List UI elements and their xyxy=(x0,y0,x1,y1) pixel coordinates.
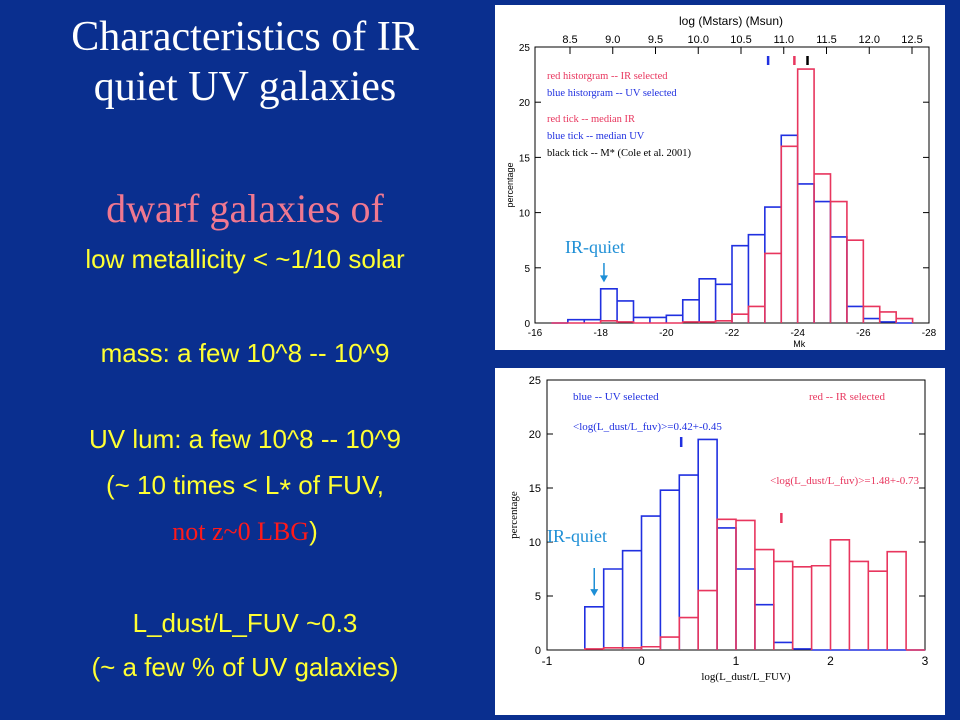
chart1-toptick-label: 10.0 xyxy=(688,34,709,46)
lstar-suffix: of FUV, xyxy=(291,470,385,500)
chart1-ytick-label: 20 xyxy=(519,98,531,109)
chart1-ir-quiet-arrow-head xyxy=(599,275,608,283)
chart1-xtick-label: -20 xyxy=(659,328,674,339)
chart1-ir-quiet-label: IR-quiet xyxy=(565,237,625,257)
chart1-xlabel: Mk xyxy=(793,339,805,349)
mk-histogram-panel: 0 5 10 15 20 25 -16 -18 -20 -22 -24 -26 -28 8.5 9.0 9.5… xyxy=(495,5,945,350)
chart1-toptick-label: 11.5 xyxy=(816,34,837,46)
chart1-ytick-label: 5 xyxy=(524,264,530,275)
chart2-xtick-label: -1 xyxy=(542,654,553,668)
chart1-legend-entry: red historgram -- IR selected xyxy=(547,71,668,82)
mk-histogram-chart: 0 5 10 15 20 25 -16 -18 -20 -22 -24 -26 -28 8.5 9.0 9.5… xyxy=(505,14,937,349)
chart1-toptick-label: 9.5 xyxy=(648,34,663,46)
title-line-1: Characteristics of IR xyxy=(71,14,419,60)
chart1-series-blue-bars xyxy=(551,134,913,324)
chart2-ytick-label: 20 xyxy=(529,429,541,441)
chart1-xtick-label: -26 xyxy=(856,328,871,339)
metallicity-text: low metallicity < ~1/10 solar xyxy=(85,244,405,274)
chart1-xtick-label: -28 xyxy=(922,328,937,339)
chart2-mean-label-blue: <log(L_dust/L_fuv)>=0.42+-0.45 xyxy=(573,421,722,433)
chart2-ytick-label: 5 xyxy=(535,591,541,603)
chart2-series-red-bars xyxy=(584,518,925,651)
chart1-toptick-label: 8.5 xyxy=(562,34,577,46)
chart1-ytick-label: 25 xyxy=(519,43,531,54)
chart1-ytick-label: 0 xyxy=(524,319,530,330)
chart1-xtick-label: -24 xyxy=(790,328,805,339)
chart1-top-axis-label: log (Mstars) (Msun) xyxy=(679,14,783,28)
uv-lum-text: UV lum: a few 10^8 -- 10^9 xyxy=(89,424,401,454)
chart2-xtick-label: 3 xyxy=(922,654,929,668)
chart1-legend-entry: blue tick -- median UV xyxy=(547,131,645,142)
chart1-xtick-label: -16 xyxy=(528,328,543,339)
chart1-toptick-label: 11.0 xyxy=(773,34,794,46)
mass-text: mass: a few 10^8 -- 10^9 xyxy=(100,338,390,368)
dwarf-heading: dwarf galaxies of xyxy=(106,186,384,231)
lbg-close: ) xyxy=(309,516,318,546)
title-line-2: quiet UV galaxies xyxy=(93,64,397,110)
slide-title: Characteristics of IR quiet UV galaxies xyxy=(0,12,490,112)
chart1-series-red-bars xyxy=(551,68,914,324)
dust-ratio-histogram-panel: 0 5 10 15 20 25 -1 0 1 2 3 log(L_dust/L_FUV) percent… xyxy=(495,368,945,715)
chart1-toptick-label: 12.5 xyxy=(901,34,922,46)
chart2-ylabel: percentage xyxy=(508,491,520,539)
chart1-ytick-label: 15 xyxy=(519,153,531,164)
chart2-mean-label-red: <log(L_dust/L_fuv)>=1.48+-0.73 xyxy=(770,475,919,487)
chart2-xtick-label: 1 xyxy=(733,654,740,668)
lstar-prefix: (~ 10 times < L xyxy=(105,470,280,500)
chart1-ytick-label: 10 xyxy=(519,209,531,220)
chart1-legend-entry: blue historgram -- UV selected xyxy=(547,88,677,99)
chart1-toptick-label: 12.0 xyxy=(859,34,880,46)
chart2-ytick-label: 10 xyxy=(529,537,541,549)
chart1-legend-entry: red tick -- median IR xyxy=(547,114,635,125)
chart1-xtick-label: -18 xyxy=(593,328,608,339)
chart2-legend-red: red -- IR selected xyxy=(809,391,886,403)
chart2-ytick-label: 0 xyxy=(535,645,541,657)
chart2-xtick-label: 2 xyxy=(827,654,834,668)
chart2-series-blue-bars xyxy=(584,438,925,651)
chart2-xlabel: log(L_dust/L_FUV) xyxy=(701,671,791,683)
chart2-ir-quiet-label: IR-quiet xyxy=(547,526,607,546)
chart2-ytick-label: 25 xyxy=(529,375,541,387)
lbg-note: not z~0 LBG xyxy=(172,517,310,546)
chart2-xtick-label: 0 xyxy=(638,654,645,668)
chart2-ir-quiet-arrow-head xyxy=(590,589,599,597)
chart2-legend-blue: blue -- UV selected xyxy=(573,391,659,403)
slide-text-column: Characteristics of IR quiet UV galaxies … xyxy=(0,12,490,682)
uv-fraction-text: (~ a few % of UV galaxies) xyxy=(91,652,399,682)
lstar-symbol: * xyxy=(279,474,292,507)
chart1-toptick-label: 9.0 xyxy=(605,34,620,46)
chart1-ylabel: percentage xyxy=(505,162,515,207)
lbg-line: not z~0 LBG) xyxy=(0,516,490,547)
chart1-legend-entry: black tick -- M* (Cole et al. 2001) xyxy=(547,148,692,159)
chart2-ytick-label: 15 xyxy=(529,483,541,495)
dust-ratio-text: L_dust/L_FUV ~0.3 xyxy=(132,608,358,638)
lstar-text: (~ 10 times < L* of FUV, xyxy=(0,470,490,506)
chart1-toptick-label: 10.5 xyxy=(730,34,751,46)
chart1-xtick-label: -22 xyxy=(725,328,740,339)
